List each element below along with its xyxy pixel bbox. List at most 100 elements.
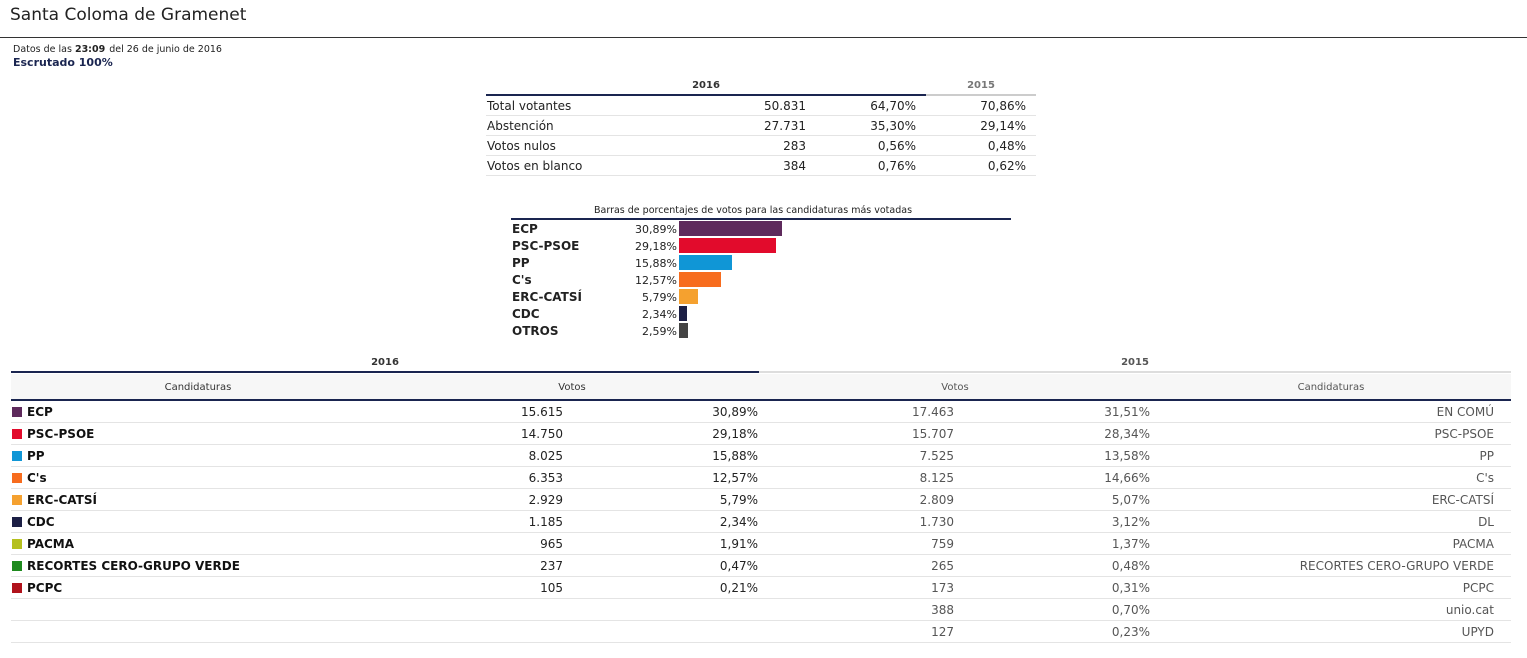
votes-2015: 388 <box>931 603 954 617</box>
results-year-2015: 2015 <box>1121 357 1149 368</box>
votes-2016: 965 <box>540 537 563 551</box>
votes-2015: 1.730 <box>919 515 954 529</box>
col-candidaturas-2016: Candidaturas <box>164 382 232 393</box>
pct-2015: 13,58% <box>1104 449 1150 463</box>
summary-pct-2016: 0,56% <box>877 139 916 153</box>
summary-pct-2016: 64,70% <box>870 99 916 113</box>
party-name-2016: PSC-PSOE <box>27 427 95 441</box>
party-color-swatch <box>12 451 22 461</box>
bar-value-label: 2,34% <box>642 308 677 321</box>
pct-2016: 0,47% <box>719 559 758 573</box>
party-color-swatch <box>12 495 22 505</box>
result-row: 127 0,23% UPYD <box>11 621 1511 643</box>
summary-year-2015: 2015 <box>967 80 995 91</box>
pct-2015: 28,34% <box>1104 427 1150 441</box>
bar-row: ECP 30,89% <box>511 220 1011 237</box>
bar-party-label: ECP <box>512 222 538 236</box>
summary-row: Total votantes 50.831 64,70% 70,86% <box>486 96 1036 116</box>
votes-2015: 759 <box>931 537 954 551</box>
summary-pct-2015: 0,62% <box>987 159 1026 173</box>
bar-row: OTROS 2,59% <box>511 322 1011 339</box>
vote-percentage-bar-chart: Barras de porcentajes de votos para las … <box>511 205 1011 339</box>
summary-label: Votos en blanco <box>487 159 583 173</box>
results-column-header: Candidaturas Votos Votos Candidaturas <box>11 374 1511 401</box>
pct-2015: 0,70% <box>1111 603 1150 617</box>
party-name-2015: ERC-CATSÍ <box>1431 493 1494 507</box>
bar-value-label: 12,57% <box>635 274 677 287</box>
party-color-swatch <box>12 539 22 549</box>
party-name-2016: ECP <box>27 405 53 419</box>
result-row: 388 0,70% unio.cat <box>11 599 1511 621</box>
summary-pct-2016: 35,30% <box>870 119 916 133</box>
bar-row: C's 12,57% <box>511 271 1011 288</box>
bar-party-label: C's <box>512 273 532 287</box>
party-name-2015: PP <box>1479 449 1494 463</box>
party-name-2016: RECORTES CERO-GRUPO VERDE <box>27 559 240 573</box>
result-row: PSC-PSOE 14.750 29,18% 15.707 28,34% PSC-PSOE <box>11 423 1511 445</box>
bar-rows: ECP 30,89% PSC-PSOE 29,18% PP 15,88% C's 12,57%… <box>511 220 1011 339</box>
party-name-2015: DL <box>1478 515 1494 529</box>
results-2015-underline <box>759 371 1511 373</box>
result-row: ECP 15.615 30,89% 17.463 31,51% EN COMÚ <box>11 401 1511 423</box>
pct-2015: 0,31% <box>1111 581 1150 595</box>
summary-2015-underline <box>926 94 1036 96</box>
chart-title-rule <box>511 218 1011 220</box>
col-votos-2016: Votos <box>558 382 586 393</box>
col-votos-2015: Votos <box>941 382 969 393</box>
escrutado-status: Escrutado 100% <box>13 56 113 69</box>
summary-row: Abstención 27.731 35,30% 29,14% <box>486 116 1036 136</box>
participation-summary-table: 2016 2015 Total votantes 50.831 64,70% 70,8… <box>486 78 1036 176</box>
bar-value-label: 29,18% <box>635 240 677 253</box>
party-color-swatch <box>12 473 22 483</box>
result-row: PCPC 105 0,21% 173 0,31% PCPC <box>11 577 1511 599</box>
votes-2015: 8.125 <box>919 471 954 485</box>
votes-2015: 15.707 <box>912 427 954 441</box>
bar-1 <box>679 238 776 253</box>
summary-row: Votos en blanco 384 0,76% 0,62% <box>486 156 1036 176</box>
summary-label: Votos nulos <box>487 139 556 153</box>
party-name-2015: PCPC <box>1462 581 1494 595</box>
bar-value-label: 5,79% <box>642 291 677 304</box>
pct-2015: 31,51% <box>1104 405 1150 419</box>
bar-row: PP 15,88% <box>511 254 1011 271</box>
votes-2015: 173 <box>931 581 954 595</box>
bar-party-label: ERC-CATSÍ <box>512 290 582 304</box>
datos-prefix: Datos de las <box>13 44 72 55</box>
pct-2015: 1,37% <box>1111 537 1150 551</box>
bar-row: CDC 2,34% <box>511 305 1011 322</box>
party-name-2015: PSC-PSOE <box>1434 427 1494 441</box>
results-year-2016: 2016 <box>371 357 399 368</box>
pct-2016: 29,18% <box>712 427 758 441</box>
pct-2016: 15,88% <box>712 449 758 463</box>
bar-party-label: OTROS <box>512 324 559 338</box>
summary-value: 27.731 <box>764 119 806 133</box>
party-name-2016: PCPC <box>27 581 63 595</box>
summary-value: 283 <box>783 139 806 153</box>
summary-value: 384 <box>783 159 806 173</box>
votes-2016: 237 <box>540 559 563 573</box>
summary-label: Total votantes <box>487 99 572 113</box>
bar-row: ERC-CATSÍ 5,79% <box>511 288 1011 305</box>
bar-party-label: CDC <box>512 307 540 321</box>
bar-party-label: PP <box>512 256 530 270</box>
summary-row: Votos nulos 283 0,56% 0,48% <box>486 136 1036 156</box>
party-name-2015: EN COMÚ <box>1436 405 1494 419</box>
votes-2016: 105 <box>540 581 563 595</box>
pct-2016: 5,79% <box>719 493 758 507</box>
bar-value-label: 30,89% <box>635 223 677 236</box>
party-name-2016: CDC <box>27 515 55 529</box>
result-row: PACMA 965 1,91% 759 1,37% PACMA <box>11 533 1511 555</box>
result-rows: ECP 15.615 30,89% 17.463 31,51% EN COMÚ PSC-PS… <box>11 401 1511 643</box>
summary-pct-2016: 0,76% <box>877 159 916 173</box>
party-color-swatch <box>12 583 22 593</box>
chart-title: Barras de porcentajes de votos para las … <box>594 205 913 216</box>
pct-2015: 3,12% <box>1111 515 1150 529</box>
votes-2016: 14.750 <box>521 427 563 441</box>
summary-2016-underline <box>486 94 926 96</box>
votes-2015: 17.463 <box>912 405 954 419</box>
party-name-2015: C's <box>1476 471 1494 485</box>
bar-value-label: 15,88% <box>635 257 677 270</box>
result-row: RECORTES CERO-GRUPO VERDE 237 0,47% 265 0,48… <box>11 555 1511 577</box>
results-table: 2016 2015 Candidaturas Votos Votos Candi… <box>11 356 1511 643</box>
bar-5 <box>679 306 687 321</box>
